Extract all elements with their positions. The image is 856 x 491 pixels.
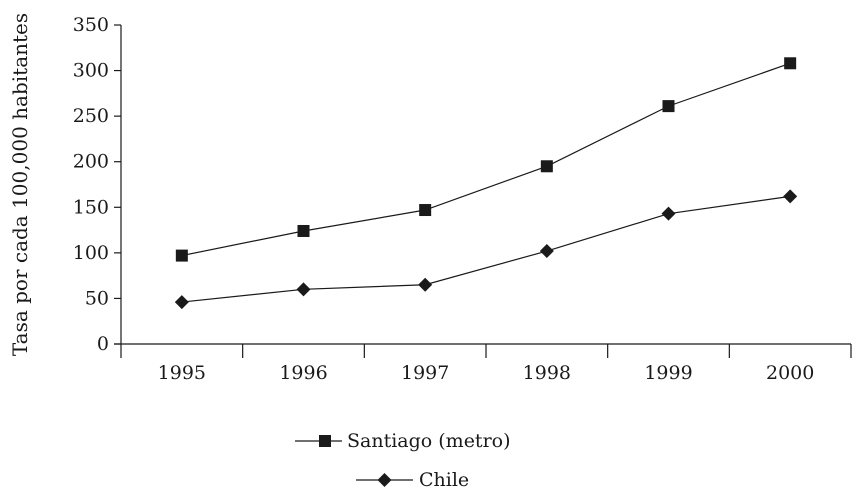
y-tick-label: 50 <box>85 287 109 309</box>
legend-item: Santiago (metro) <box>295 430 511 452</box>
y-tick-label: 300 <box>73 60 109 82</box>
data-point <box>783 189 798 204</box>
data-point <box>418 277 433 292</box>
series-chile <box>174 189 798 310</box>
series-santiago <box>175 57 797 262</box>
x-tick-label: 1997 <box>401 362 449 384</box>
legend-label: Santiago (metro) <box>347 430 511 452</box>
y-ticks: 0 50 100 150 200 250 300 350 <box>73 14 121 355</box>
legend-item: Chile <box>356 469 469 491</box>
y-tick-label: 350 <box>73 14 109 36</box>
data-point <box>784 57 797 70</box>
data-point <box>175 249 188 262</box>
axes <box>114 25 851 358</box>
y-tick-label: 0 <box>97 333 109 355</box>
data-point <box>539 244 554 259</box>
data-point <box>540 160 553 173</box>
y-tick-label: 250 <box>73 105 109 127</box>
data-point <box>662 100 675 113</box>
y-axis-title: Tasa por cada 100,000 habitantes <box>8 13 32 356</box>
y-tick-label: 100 <box>73 242 109 264</box>
legend: Santiago (metro) Chile <box>295 430 511 491</box>
series-line <box>181 195 791 303</box>
x-tick-label: 1998 <box>523 362 571 384</box>
data-point <box>661 206 676 221</box>
y-tick-label: 150 <box>73 196 109 218</box>
data-point <box>297 224 310 237</box>
legend-label: Chile <box>419 469 469 491</box>
x-tick-label: 1995 <box>158 362 206 384</box>
series-line <box>181 62 791 257</box>
series-layer <box>174 57 798 310</box>
data-point <box>296 282 311 297</box>
legend-marker-icon <box>319 435 331 447</box>
legend-marker-icon <box>377 473 392 487</box>
data-point <box>174 295 189 310</box>
data-point <box>419 204 432 217</box>
x-tick-label: 1999 <box>644 362 692 384</box>
x-tick-label: 2000 <box>766 362 814 384</box>
y-tick-label: 200 <box>73 151 109 173</box>
x-ticks: 1995 1996 1997 1998 1999 2000 <box>158 344 852 384</box>
x-tick-label: 1996 <box>279 362 327 384</box>
